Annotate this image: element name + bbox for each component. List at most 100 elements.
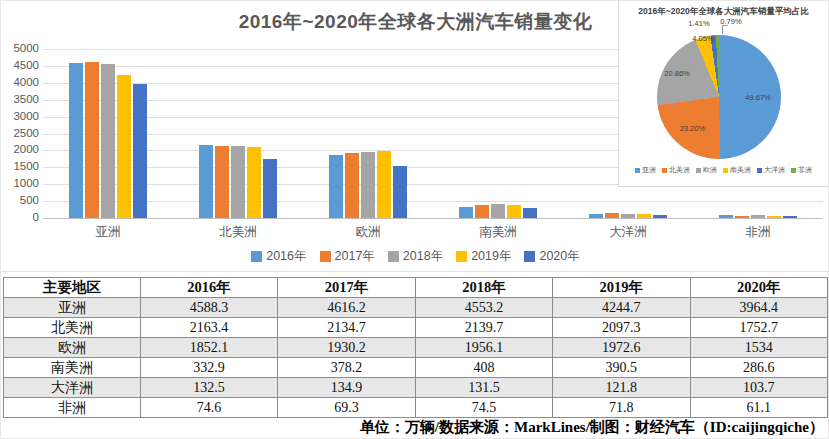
pie-slice-label-北美洲: 23.20% [680, 124, 705, 133]
x-axis-category-label: 非洲 [693, 224, 823, 241]
legend-label: 2017年 [335, 248, 375, 265]
table-cell: 1972.6 [553, 338, 690, 358]
bar-南美洲-2019年 [507, 205, 521, 218]
legend-swatch-icon [456, 251, 467, 262]
table-cell: 4553.2 [415, 298, 552, 318]
x-axis-category-label: 北美洲 [173, 224, 303, 241]
bar-亚洲-2019年 [117, 75, 131, 218]
table-header-cell: 主要地区 [4, 278, 141, 298]
legend-swatch-icon [320, 251, 331, 262]
bar-南美洲-2016年 [459, 207, 473, 218]
table-header-cell: 2018年 [415, 278, 552, 298]
y-axis-tick-label: 3500 [3, 93, 39, 105]
legend-label: 大洋洲 [764, 165, 785, 175]
table-cell: 3964.4 [690, 298, 827, 318]
bar-欧洲-2019年 [377, 151, 391, 218]
bar-欧洲-2016年 [329, 155, 343, 218]
bar-北美洲-2018年 [231, 146, 245, 218]
bar-非洲-2019年 [767, 216, 781, 218]
table-cell: 4616.2 [278, 298, 415, 318]
legend-label: 南美洲 [730, 165, 751, 175]
legend-item: 南美洲 [723, 165, 751, 175]
bar-大洋洲-2016年 [589, 214, 603, 218]
bar-亚洲-2017年 [85, 62, 99, 218]
bar-非洲-2016年 [719, 215, 733, 218]
table-cell: 390.5 [553, 358, 690, 378]
legend-label: 2018年 [403, 248, 443, 265]
chart-table-divider [1, 271, 829, 272]
bar-大洋洲-2018年 [621, 214, 635, 218]
bar-南美洲-2017年 [475, 205, 489, 218]
table-cell: 134.9 [278, 378, 415, 398]
legend-item: 北美洲 [662, 165, 690, 175]
legend-swatch-icon [791, 168, 796, 173]
pie-chart-legend: 亚洲北美洲欧洲 南美洲 大洋洲 非洲 [619, 165, 828, 175]
table-row-北美洲: 北美洲2163.42134.72139.72097.31752.7 [4, 318, 828, 338]
x-axis-category-label: 南美洲 [433, 224, 563, 241]
table-cell: 2163.4 [140, 318, 277, 338]
footer-source-note: 单位：万辆/数据来源：MarkLines/制图：财经汽车（ID:caijingq… [1, 415, 824, 439]
pie-slice-label-亚洲: 49.67% [745, 92, 770, 101]
legend-label: 亚洲 [642, 165, 656, 175]
table-header-cell: 2020年 [690, 278, 827, 298]
table-cell: 378.2 [278, 358, 415, 378]
bar-大洋洲-2019年 [637, 214, 651, 218]
table-cell: 1852.1 [140, 338, 277, 358]
table-header-cell: 2019年 [553, 278, 690, 298]
legend-item: 2019年 [456, 248, 511, 265]
bar-南美洲-2018年 [491, 204, 505, 218]
y-axis-tick-label: 2500 [3, 127, 39, 139]
bar-group-亚洲: 亚洲 [43, 49, 173, 218]
y-axis-tick-label: 2000 [3, 143, 39, 155]
y-axis-tick-label: 5000 [3, 42, 39, 54]
table-row-亚洲: 亚洲4588.34616.24553.24244.73964.4 [4, 298, 828, 318]
y-axis-tick-label: 4000 [3, 76, 39, 88]
bar-欧洲-2017年 [345, 153, 359, 218]
bar-chart-legend: 2016年 2017年 2018年 2019年 2020年 [1, 248, 829, 265]
bar-北美洲-2020年 [263, 159, 277, 218]
bar-亚洲-2018年 [101, 64, 115, 218]
table-header-cell: 2017年 [278, 278, 415, 298]
table-header-cell: 2016年 [140, 278, 277, 298]
y-axis-tick-label: 4500 [3, 59, 39, 71]
legend-swatch-icon [662, 168, 667, 173]
x-axis-category-label: 大洋洲 [563, 224, 693, 241]
legend-item: 欧洲 [696, 165, 717, 175]
table-row-大洋洲: 大洋洲132.5134.9131.5121.8103.7 [4, 378, 828, 398]
bar-亚洲-2016年 [69, 63, 83, 218]
legend-label: 非洲 [798, 165, 812, 175]
bar-欧洲-2018年 [361, 152, 375, 218]
table-cell: 2139.7 [415, 318, 552, 338]
bar-大洋洲-2017年 [605, 213, 619, 218]
bar-group-欧洲: 欧洲 [303, 49, 433, 218]
table-cell: 南美洲 [4, 358, 141, 378]
legend-label: 2020年 [539, 248, 579, 265]
y-axis-tick-label: 1000 [3, 177, 39, 189]
legend-swatch-icon [388, 251, 399, 262]
x-axis-category-label: 欧洲 [303, 224, 433, 241]
table-cell: 121.8 [553, 378, 690, 398]
bar-北美洲-2017年 [215, 146, 229, 218]
legend-swatch-icon [635, 168, 640, 173]
y-axis-tick-label: 500 [3, 194, 39, 206]
pie-slice-label-南美洲: 4.05% [692, 34, 713, 43]
legend-item: 2016年 [251, 248, 306, 265]
table-cell: 北美洲 [4, 318, 141, 338]
table-cell: 332.9 [140, 358, 277, 378]
table-cell: 1930.2 [278, 338, 415, 358]
x-axis-category-label: 亚洲 [43, 224, 173, 241]
legend-label: 2019年 [471, 248, 511, 265]
pie-slice-label-欧洲: 20.86% [664, 68, 689, 77]
table-row-欧洲: 欧洲1852.11930.21956.11972.61534 [4, 338, 828, 358]
table-cell: 亚洲 [4, 298, 141, 318]
table-cell: 4588.3 [140, 298, 277, 318]
gridline [43, 218, 823, 219]
legend-swatch-icon [696, 168, 701, 173]
table-cell: 1534 [690, 338, 827, 358]
table-header-row: 主要地区2016年2017年2018年2019年2020年 [4, 278, 828, 298]
table-cell: 1752.7 [690, 318, 827, 338]
table-cell: 1956.1 [415, 338, 552, 358]
legend-item: 2020年 [524, 248, 579, 265]
table-cell: 408 [415, 358, 552, 378]
bar-南美洲-2020年 [523, 208, 537, 218]
